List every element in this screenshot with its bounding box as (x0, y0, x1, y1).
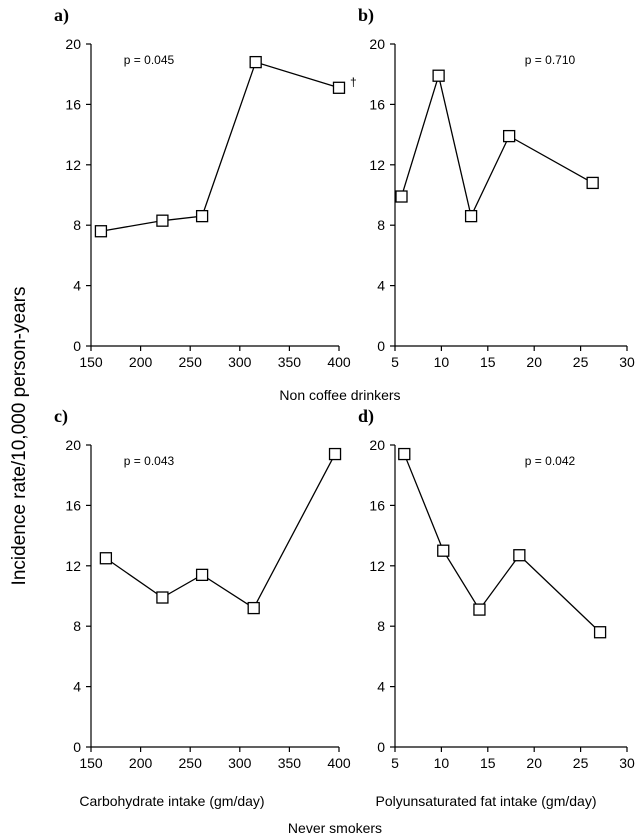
panel-3: 0 4 8 12 16 20 150 200 250 300 350 400 c) p = 0.043 Ca… (54, 406, 351, 809)
x-tick-label: 5 (391, 354, 399, 370)
y-tick-label: 8 (73, 217, 81, 233)
data-point (502, 129, 516, 143)
data-point (195, 209, 209, 223)
y-tick-label: 4 (73, 278, 81, 294)
y-tick-label: 20 (369, 437, 385, 453)
panel-4: 0 4 8 12 16 20 5 10 15 20 25 30 d) p = 0.042 Polyunsat… (358, 406, 635, 809)
x-tick-label: 250 (179, 354, 203, 370)
y-tick-label: 8 (73, 618, 81, 634)
p-value-label: p = 0.043 (124, 454, 175, 468)
x-tick-label: 30 (619, 755, 635, 771)
data-point (99, 552, 113, 565)
panel-letter: c) (54, 406, 68, 427)
p-value-label: p = 0.045 (124, 53, 175, 67)
y-tick-label: 0 (73, 338, 81, 354)
x-tick-label: 10 (434, 755, 450, 771)
y-tick-label: 12 (65, 558, 81, 574)
y-tick-label: 8 (377, 618, 385, 634)
row-label-never-smokers: Never smokers (288, 820, 382, 836)
y-tick-label: 4 (377, 679, 385, 695)
y-tick-label: 12 (65, 157, 81, 173)
x-tick-label: 400 (327, 354, 351, 370)
data-point (398, 447, 411, 461)
x-tick-label: 15 (480, 354, 496, 370)
x-tick-label: 25 (573, 354, 589, 370)
y-tick-label: 16 (369, 96, 385, 112)
data-point (328, 447, 342, 461)
panel-letter: b) (358, 5, 374, 26)
p-value-label: p = 0.710 (525, 53, 576, 67)
x-tick-label: 25 (573, 755, 589, 771)
y-tick-label: 0 (73, 739, 81, 755)
y-tick-label: 0 (377, 338, 385, 354)
y-tick-label: 4 (377, 278, 385, 294)
x-tick-label: 30 (619, 354, 635, 370)
x-axis-title: Polyunsaturated fat intake (gm/day) (375, 793, 596, 809)
p-value-label: p = 0.042 (525, 454, 576, 468)
data-point (473, 603, 486, 616)
marker-note: † (350, 75, 357, 89)
x-tick-label: 10 (434, 354, 450, 370)
x-tick-label: 300 (228, 354, 252, 370)
panel-letter: d) (358, 406, 374, 427)
data-point (94, 225, 108, 238)
data-point (332, 81, 346, 94)
x-tick-label: 150 (79, 354, 103, 370)
data-point (249, 55, 262, 69)
y-tick-label: 0 (377, 739, 385, 755)
panel-letter: a) (54, 5, 69, 26)
data-point (156, 591, 169, 604)
x-tick-label: 300 (228, 755, 252, 771)
x-tick-label: 20 (526, 354, 542, 370)
x-tick-label: 350 (278, 755, 302, 771)
y-tick-label: 8 (377, 217, 385, 233)
data-point (156, 214, 169, 227)
x-axis-title: Carbohydrate intake (gm/day) (79, 793, 264, 809)
y-tick-label: 16 (369, 497, 385, 513)
x-tick-label: 150 (79, 755, 103, 771)
panel-1: 0 4 8 12 16 20 150 200 250 300 350 400 a) p = 0.045 † (54, 5, 357, 370)
x-tick-label: 200 (129, 354, 153, 370)
data-point (586, 176, 599, 190)
x-tick-label: 200 (129, 755, 153, 771)
data-point (464, 209, 478, 223)
series-line (100, 61, 340, 232)
x-tick-label: 350 (278, 354, 302, 370)
row-label-non-coffee: Non coffee drinkers (279, 387, 400, 403)
data-point (513, 549, 526, 562)
x-tick-label: 250 (179, 755, 203, 771)
data-point (437, 544, 450, 557)
y-tick-label: 12 (369, 558, 385, 574)
y-tick-label: 20 (65, 36, 81, 52)
x-tick-label: 5 (391, 755, 399, 771)
y-tick-label: 16 (65, 497, 81, 513)
y-axis-title: Incidence rate/10,000 person-years (9, 287, 30, 586)
data-point (432, 69, 445, 82)
series-line (105, 453, 336, 610)
y-tick-label: 12 (369, 157, 385, 173)
y-tick-label: 20 (65, 437, 81, 453)
panel-2: 0 4 8 12 16 20 5 10 15 20 25 30 b) p = 0.710 (358, 5, 635, 370)
data-point (593, 626, 607, 639)
series-line (403, 453, 601, 633)
x-tick-label: 400 (327, 755, 351, 771)
data-point (247, 601, 260, 615)
y-tick-label: 20 (369, 36, 385, 52)
y-tick-label: 4 (73, 679, 81, 695)
x-tick-label: 20 (526, 755, 542, 771)
x-tick-label: 15 (480, 755, 496, 771)
series-line (400, 73, 593, 219)
y-tick-label: 16 (65, 96, 81, 112)
data-point (195, 568, 209, 582)
data-point (395, 190, 408, 203)
